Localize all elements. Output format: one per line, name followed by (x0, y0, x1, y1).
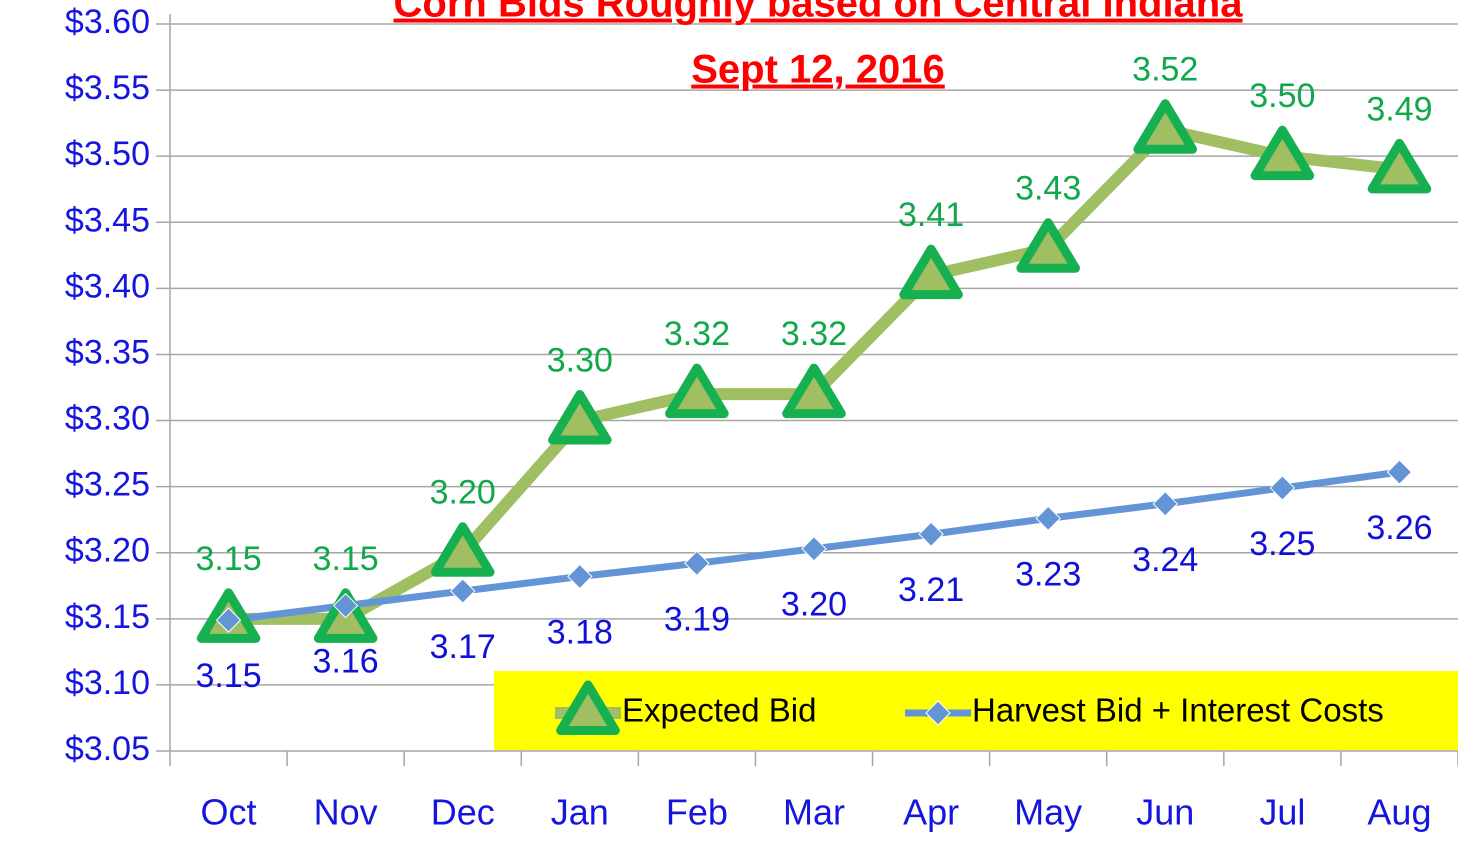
x-tick-label: Oct (201, 792, 257, 833)
x-tick-label: Nov (314, 792, 378, 833)
data-label: 3.25 (1249, 525, 1315, 563)
marker (899, 244, 963, 300)
y-tick-label: $3.05 (65, 730, 150, 768)
data-label: 3.20 (781, 586, 847, 624)
data-label: 3.43 (1015, 170, 1081, 208)
marker (1269, 475, 1296, 501)
x-tick-label: Apr (903, 792, 959, 833)
data-label: 3.32 (781, 315, 847, 353)
data-label: 3.30 (547, 342, 613, 380)
marker (925, 700, 951, 726)
data-label: 3.26 (1366, 509, 1432, 547)
legend-box (494, 671, 1458, 750)
x-tick-label: Jul (1259, 792, 1305, 833)
data-label: 3.49 (1366, 90, 1432, 128)
marker (332, 592, 359, 619)
legend-label: Harvest Bid + Interest Costs (972, 692, 1384, 729)
data-label: 3.21 (898, 571, 964, 609)
data-label: 3.18 (547, 614, 613, 652)
data-label: 3.16 (313, 643, 379, 681)
legend: Expected Bid Harvest Bid + Interest Costs (494, 671, 1458, 750)
marker (782, 363, 846, 419)
marker (1133, 99, 1198, 154)
legend-label: Expected Bid (622, 692, 816, 729)
chart-title: Corn Bids Roughly based on Central India… (394, 0, 1244, 26)
x-tick-label: Dec (431, 792, 495, 833)
data-label: 3.17 (430, 628, 496, 666)
data-label: 3.32 (664, 315, 730, 353)
marker (556, 680, 620, 735)
marker (801, 536, 827, 562)
data-label: 3.15 (195, 657, 261, 695)
y-tick-label: $3.35 (65, 333, 150, 371)
data-label: 3.41 (898, 196, 964, 234)
data-label: 3.15 (313, 540, 379, 578)
y-tick-label: $3.30 (65, 400, 150, 438)
y-tick-label: $3.10 (65, 664, 150, 702)
x-tick-label: Aug (1367, 792, 1431, 833)
marker (1386, 459, 1413, 485)
marker (665, 363, 729, 419)
data-label: 3.52 (1132, 51, 1198, 89)
y-tick-label: $3.40 (65, 267, 150, 305)
y-tick-label: $3.20 (65, 532, 150, 570)
y-tick-label: $3.55 (65, 69, 150, 107)
marker (684, 550, 710, 577)
marker (215, 607, 242, 633)
x-tick-label: May (1014, 792, 1082, 833)
x-tick-label: Mar (783, 792, 845, 833)
data-label: 3.15 (195, 540, 261, 578)
x-tick-label: Jan (551, 792, 609, 833)
marker (1035, 505, 1061, 532)
marker (1016, 218, 1080, 273)
data-label: 3.50 (1249, 77, 1315, 115)
marker (430, 522, 495, 577)
y-tick-label: $3.25 (65, 466, 150, 504)
marker (450, 578, 476, 604)
y-tick-label: $3.50 (65, 135, 150, 173)
marker (918, 521, 944, 547)
marker (567, 563, 593, 590)
x-tick-label: Feb (666, 792, 728, 833)
data-label: 3.23 (1015, 555, 1081, 593)
data-label: 3.20 (430, 474, 496, 512)
data-label: 3.24 (1132, 541, 1198, 579)
marker (1367, 138, 1432, 194)
marker (1152, 491, 1178, 517)
marker (1250, 125, 1315, 181)
chart-title: Sept 12, 2016 (691, 48, 945, 92)
marker (548, 390, 612, 445)
y-tick-label: $3.60 (65, 3, 150, 41)
x-tick-label: Jun (1136, 792, 1194, 833)
y-tick-label: $3.45 (65, 201, 150, 239)
data-label: 3.19 (664, 600, 730, 638)
y-tick-label: $3.15 (65, 598, 150, 636)
